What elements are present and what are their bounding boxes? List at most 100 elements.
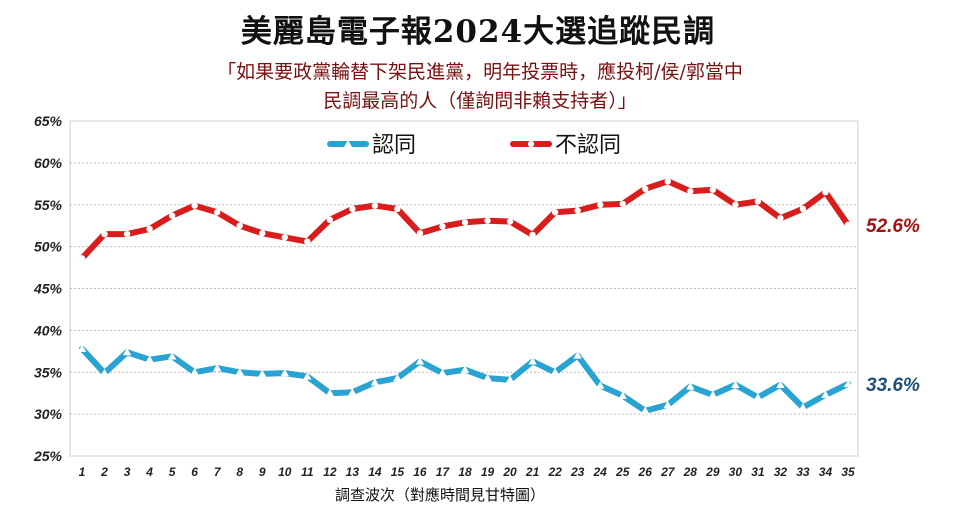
x-tick-label: 9 [259,465,266,479]
x-tick-label: 12 [323,465,337,479]
chart-subtitle: 「如果要政黨輪替下架民進黨，明年投票時，應投柯/侯/郭當中 民調最高的人（僅詢問… [110,58,850,116]
x-tick-label: 5 [169,465,176,479]
x-tick-label: 29 [705,465,720,479]
chart-title: 美麗島電子報2024大選追蹤民調 [240,14,716,50]
data-point-marker [438,368,447,377]
y-tick-label: 65% [34,113,63,129]
data-point-marker [303,372,312,380]
series-line-1 [79,345,851,414]
y-tick-label: 50% [34,239,63,255]
data-point-marker [349,205,356,213]
data-point-marker [371,202,379,209]
x-tick-label: 1 [79,465,86,479]
subtitle-line-1: 「如果要政黨輪替下架民進黨，明年投票時，應投柯/侯/郭當中 [217,61,743,83]
data-point-marker [122,347,132,356]
data-point-marker [394,205,401,213]
data-point-marker [754,198,762,205]
x-tick-label: 18 [458,465,472,479]
data-point-marker [484,217,491,224]
data-point-marker [798,403,808,411]
data-point-marker [709,186,717,193]
legend: 認同 不認同 [327,133,621,158]
data-point-marker [843,379,853,388]
x-tick-label: 17 [436,465,451,479]
data-point-marker [821,390,830,399]
y-tick-label: 45% [33,281,63,297]
data-point-marker [101,230,108,238]
x-tick-label: 33 [796,465,810,479]
y-tick-label: 60% [34,155,63,171]
data-point-marker [596,201,604,208]
series-end-label-2: 52.6% [866,216,920,237]
data-point-marker [799,205,807,213]
x-tick-label: 15 [391,465,405,479]
data-point-marker [528,357,537,365]
data-point-marker [483,373,492,382]
subtitle-line-2: 民調最高的人（僅詢問非賴支持者）」 [323,90,637,112]
x-tick-label: 27 [660,465,676,479]
x-tick-label: 28 [683,465,698,479]
data-point-marker [213,209,221,216]
y-tick-label: 25% [33,448,63,464]
data-point-marker [505,375,515,383]
y-tick-label: 40% [33,322,63,338]
x-tick-label: 21 [525,465,540,479]
y-axis-ticks: 25% 30% 35% 40% 45% 50% 55% 60% 65% [33,113,63,464]
x-tick-label: 4 [145,465,153,479]
data-point-marker [280,368,289,377]
data-point-marker [506,218,514,225]
x-tick-label: 16 [413,465,427,479]
data-point-marker [732,201,739,208]
data-point-marker [393,373,402,382]
data-point-marker [259,230,266,237]
data-point-marker [304,238,311,245]
x-tick-label: 11 [301,465,314,479]
x-axis-label: 調查波次（對應時間見甘特圖） [335,486,545,504]
x-tick-label: 35 [841,465,855,479]
x-tick-label: 30 [729,465,743,479]
end-labels: 33.6% 52.6% [866,216,920,396]
x-tick-label: 22 [547,465,562,479]
data-point-marker [325,388,335,397]
data-point-marker [167,352,177,360]
x-tick-label: 2 [100,465,108,479]
data-point-marker [619,200,626,208]
data-point-marker [618,391,627,399]
x-tick-label: 8 [236,465,243,479]
data-point-marker [145,355,154,363]
data-point-marker [78,255,86,262]
data-point-marker [844,221,852,229]
series-end-label-1: 33.6% [866,375,920,396]
data-point-marker [460,365,470,373]
grid-lines [70,162,858,415]
data-point-marker [146,225,153,233]
x-tick-label: 19 [481,465,495,479]
data-point-marker [822,188,829,196]
x-tick-label: 20 [502,465,517,479]
y-tick-label: 30% [34,406,63,422]
y-tick-label: 55% [34,197,63,213]
data-point-marker [439,223,446,230]
x-tick-label: 34 [819,465,833,479]
data-point-marker [550,368,560,376]
data-point-marker [258,369,267,378]
data-point-marker [663,400,672,409]
data-point-marker [191,202,198,209]
data-point-marker [687,188,694,195]
x-tick-label: 23 [570,465,585,479]
x-tick-label: 7 [214,465,222,479]
data-point-marker [776,380,785,388]
data-point-marker [348,388,357,396]
data-point-marker [212,363,222,372]
x-axis-ticks: 1 2 3 4 5 6 7 8 9 10 11 12 13 14 15 16 17 18 19 20 21 22 23 24 2… [79,465,855,479]
data-point-marker [281,234,288,241]
data-point-marker [416,230,424,237]
legend-label-2: 不認同 [555,133,621,158]
y-tick-label: 35% [34,364,63,380]
data-point-marker [100,368,109,377]
data-point-marker [235,368,244,376]
x-tick-label: 26 [638,465,653,479]
x-tick-label: 32 [774,465,788,479]
data-point-marker [573,351,582,359]
